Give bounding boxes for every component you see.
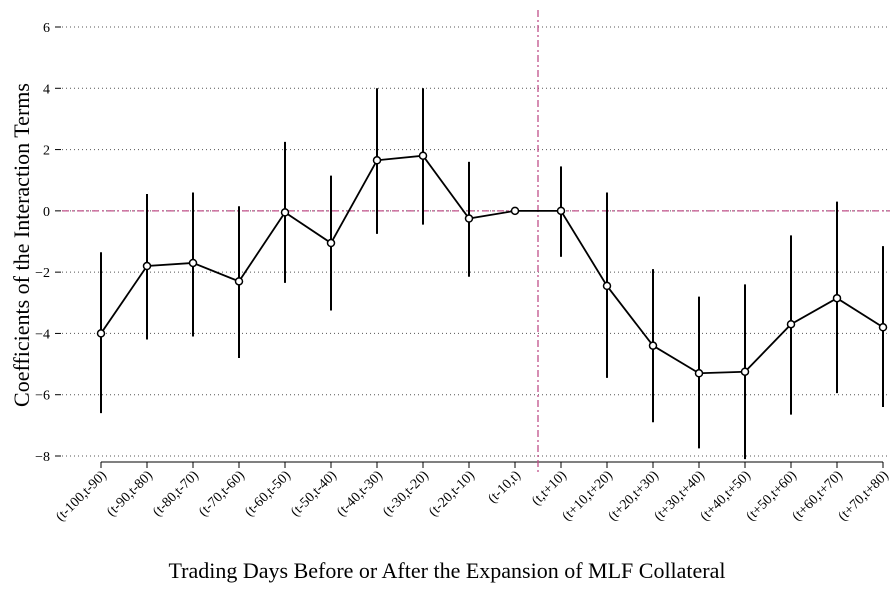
x-tick-label: (t-50,t-40) (288, 468, 340, 520)
point (96, 329, 106, 338)
point (372, 156, 382, 165)
y-tick-label: 6 (43, 21, 50, 36)
point (648, 341, 658, 350)
point (694, 369, 704, 378)
point (602, 281, 612, 291)
x-tick-label: (t-70,t-60) (196, 468, 248, 520)
point (878, 323, 888, 332)
y-axis-title: Coefficients of the Interaction Terms (9, 83, 34, 407)
point (188, 258, 198, 268)
y-tick-label: 2 (43, 144, 50, 159)
y-tick-label: 4 (43, 82, 50, 97)
point (556, 206, 566, 216)
x-axis-title: Trading Days Before or After the Expansi… (168, 558, 725, 583)
y-tick-label: −6 (35, 389, 50, 404)
x-tick-label: (t-100,t-90) (53, 468, 110, 525)
point (832, 293, 842, 303)
point (280, 208, 290, 217)
y-tick-label: −2 (35, 266, 50, 281)
y-tick-label: 0 (43, 205, 50, 220)
point (234, 277, 244, 286)
x-tick-label: (t-10,t) (485, 468, 524, 507)
point (418, 151, 428, 160)
point (326, 238, 336, 248)
x-tick-label: (t-60,t-50) (242, 468, 294, 520)
point (510, 206, 520, 216)
x-tick-label: (t+70,t+80) (836, 468, 892, 524)
point (142, 261, 152, 271)
line (100, 154, 884, 375)
x-tick-label: (t-40,t-30) (334, 468, 386, 520)
x-tick-label: (t,t+10) (529, 468, 570, 509)
y-tick-label: −4 (35, 327, 50, 342)
x-tick-label: (t-20,t-10) (426, 468, 478, 520)
point (740, 367, 750, 376)
x-tick-label: (t-80,t-70) (150, 468, 202, 520)
x-tick-label: (t-90,t-80) (104, 468, 156, 520)
x-tick-label: (t-30,t-20) (380, 468, 432, 520)
y-tick-label: −8 (35, 450, 50, 465)
point (464, 214, 474, 223)
point (786, 319, 796, 329)
